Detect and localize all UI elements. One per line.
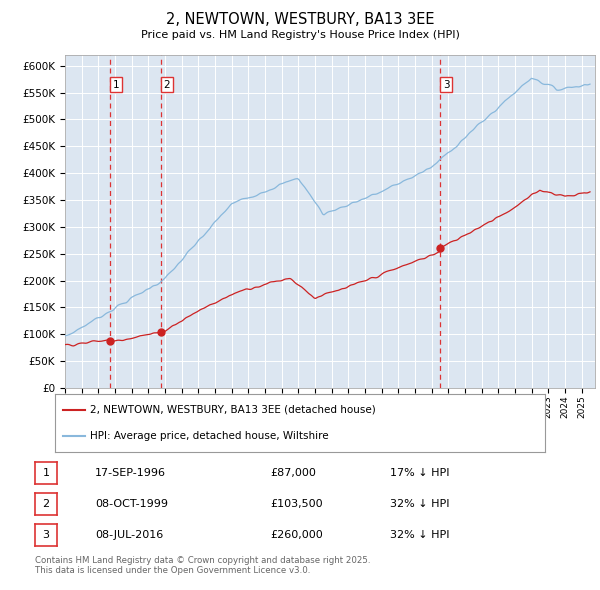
Text: 1: 1 <box>43 468 49 478</box>
Text: 2: 2 <box>43 499 50 509</box>
Text: 32% ↓ HPI: 32% ↓ HPI <box>390 499 449 509</box>
Text: 08-OCT-1999: 08-OCT-1999 <box>95 499 168 509</box>
Text: Contains HM Land Registry data © Crown copyright and database right 2025.
This d: Contains HM Land Registry data © Crown c… <box>35 556 371 575</box>
Text: 2: 2 <box>164 80 170 90</box>
Text: 1: 1 <box>113 80 119 90</box>
Text: £87,000: £87,000 <box>270 468 316 478</box>
Text: 2, NEWTOWN, WESTBURY, BA13 3EE: 2, NEWTOWN, WESTBURY, BA13 3EE <box>166 12 434 27</box>
Text: 2, NEWTOWN, WESTBURY, BA13 3EE (detached house): 2, NEWTOWN, WESTBURY, BA13 3EE (detached… <box>90 405 376 415</box>
Text: £103,500: £103,500 <box>270 499 323 509</box>
Text: 3: 3 <box>443 80 449 90</box>
Text: HPI: Average price, detached house, Wiltshire: HPI: Average price, detached house, Wilt… <box>90 431 329 441</box>
Text: 3: 3 <box>43 530 49 540</box>
Text: 17-SEP-1996: 17-SEP-1996 <box>95 468 166 478</box>
Text: 08-JUL-2016: 08-JUL-2016 <box>95 530 163 540</box>
Text: 17% ↓ HPI: 17% ↓ HPI <box>390 468 449 478</box>
Text: 32% ↓ HPI: 32% ↓ HPI <box>390 530 449 540</box>
Text: Price paid vs. HM Land Registry's House Price Index (HPI): Price paid vs. HM Land Registry's House … <box>140 30 460 40</box>
Text: £260,000: £260,000 <box>270 530 323 540</box>
